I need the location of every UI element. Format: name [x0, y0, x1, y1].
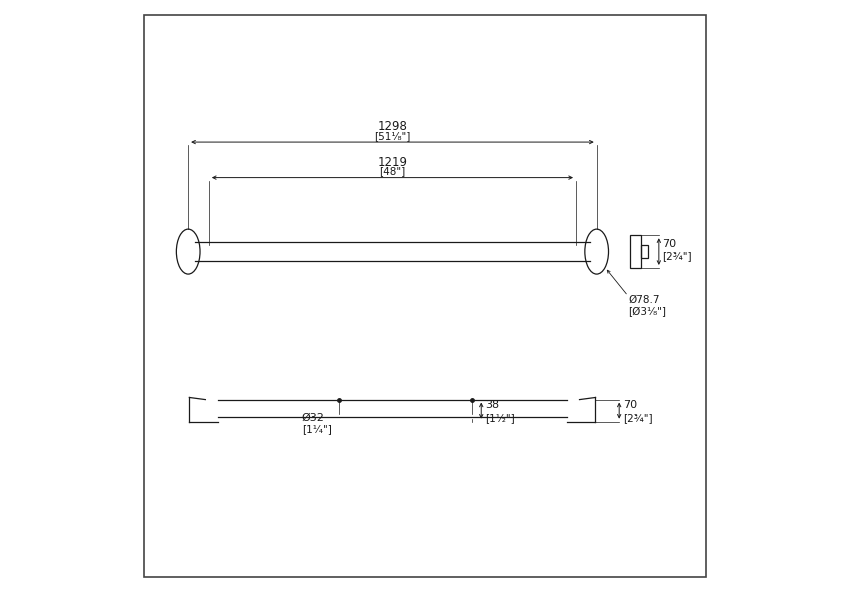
Text: [51¹⁄₈"]: [51¹⁄₈"] [374, 131, 411, 141]
Bar [631, 236, 641, 268]
Bar [641, 245, 649, 258]
Text: 38: 38 [484, 400, 499, 410]
Text: [1¹⁄₂"]: [1¹⁄₂"] [484, 413, 514, 423]
Text: 1219: 1219 [377, 156, 407, 169]
Text: [2¾"]: [2¾"] [662, 252, 691, 261]
Text: [1¹⁄₄"]: [1¹⁄₄"] [303, 424, 332, 434]
Text: Ø32: Ø32 [302, 413, 325, 423]
Text: Ø78.7: Ø78.7 [628, 295, 660, 305]
Text: [48"]: [48"] [379, 166, 405, 176]
Text: [Ø3¹⁄₈"]: [Ø3¹⁄₈"] [628, 307, 666, 317]
Text: 70: 70 [662, 240, 676, 249]
Text: [2¾"]: [2¾"] [623, 413, 652, 423]
Text: 1298: 1298 [377, 120, 407, 133]
Text: 70: 70 [623, 400, 637, 410]
